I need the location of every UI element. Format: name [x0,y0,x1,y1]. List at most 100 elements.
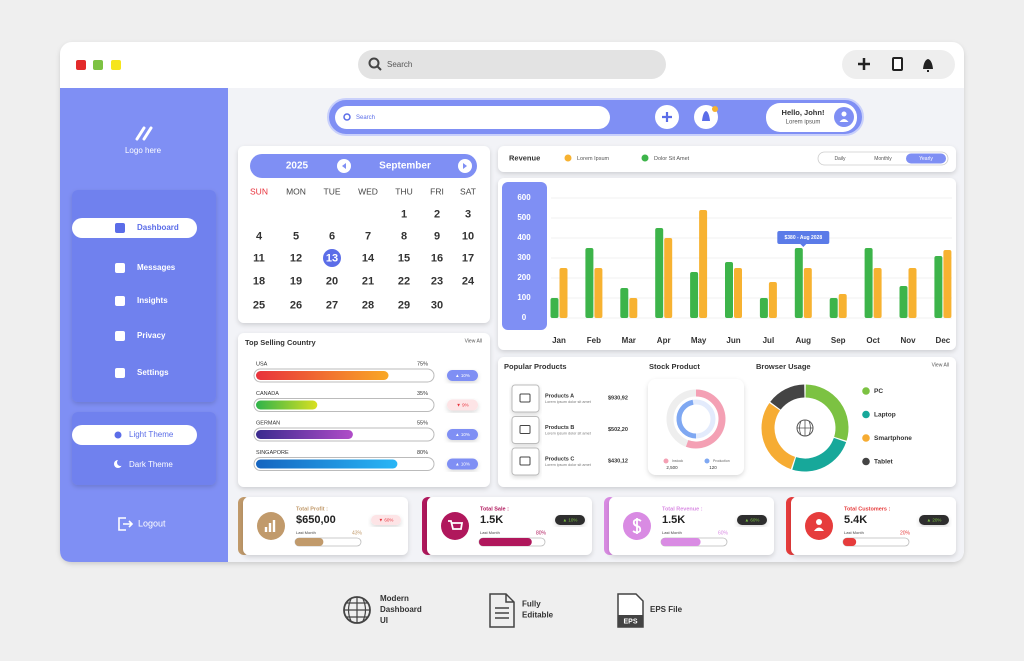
stat-card [427,497,592,555]
calendar-date[interactable]: 24 [462,275,475,287]
product-thumb[interactable] [511,447,540,476]
legend-dot [862,410,870,419]
calendar-date[interactable]: 7 [365,230,371,242]
calendar-date[interactable]: 22 [398,275,410,287]
change-badge [555,515,585,525]
bar [873,268,882,318]
product-thumb[interactable] [511,384,540,413]
calendar-date[interactable]: 11 [253,252,265,264]
bar [734,268,742,318]
calendar-date[interactable]: 18 [253,275,265,287]
menu-icon[interactable] [115,331,125,341]
calendar-date[interactable]: 6 [329,230,335,242]
legend-label: Smartphone [874,435,912,442]
x-tick-label: Mar [622,336,636,345]
profile-box[interactable] [766,103,857,132]
window-dot[interactable] [76,60,86,70]
logout-icon[interactable] [118,517,134,531]
window-dot[interactable] [93,60,103,70]
window-dot[interactable] [111,60,121,70]
search-bar[interactable] [358,50,666,79]
menu-active[interactable] [72,218,197,238]
calendar-date[interactable]: 12 [290,252,302,264]
legend-dot [564,154,572,162]
header-search[interactable] [335,106,610,129]
bar [620,288,629,318]
bar [829,298,838,318]
progress-bar [256,430,353,439]
theme-active[interactable] [72,425,197,445]
change-value: ▲ 10% [563,518,578,523]
menu-icon[interactable] [115,296,125,306]
logout[interactable]: Logout [138,518,166,528]
legend-label: PC [874,388,883,395]
stat-period: Last Month [662,530,682,535]
bell-icon[interactable] [923,59,933,72]
calendar-date[interactable]: 5 [293,230,299,242]
calendar-date[interactable]: 29 [398,299,410,311]
theme-item[interactable]: Dark Theme [129,460,173,469]
calendar-date[interactable]: 17 [462,252,474,264]
theme-item[interactable]: Light Theme [129,430,174,439]
product-name: Products B [545,425,574,431]
greeting: Hello, John! [782,108,825,117]
y-tick-label: 0 [522,313,527,322]
calendar-date[interactable]: 3 [465,208,471,220]
period-button[interactable] [863,153,903,164]
change-value: ▲ 10% [455,461,470,466]
calendar-date[interactable]: 13 [326,252,338,264]
plus-icon[interactable] [858,58,870,70]
product-thumb[interactable] [511,416,540,444]
menu-item[interactable]: Insights [137,296,168,305]
calendar-date[interactable]: 26 [290,299,302,311]
menu-item[interactable]: Messages [137,263,176,272]
calendar-date[interactable]: 8 [401,230,407,242]
theme-card [72,412,216,485]
menu-item[interactable]: Privacy [137,331,166,340]
product-desc: Lorem ipsum dolor sit amet [545,432,592,436]
calendar-date[interactable]: 21 [362,275,374,287]
notify-dot [712,106,718,112]
bar [725,262,733,318]
calendar-date[interactable]: 9 [434,230,440,242]
calendar-date[interactable]: 16 [431,252,443,264]
stat-percent: 20% [900,530,911,536]
progress-bar [661,538,701,546]
period-button[interactable] [906,153,946,164]
menu-icon[interactable] [115,223,125,233]
stat-period: Last Month [480,530,500,535]
calendar-date[interactable]: 19 [290,275,302,287]
progress-bar [295,538,324,546]
calendar-date[interactable]: 30 [431,299,443,311]
calendar-date[interactable]: 20 [326,275,338,287]
bar [943,250,952,318]
country-name: GERMAN [256,420,280,426]
menu-icon[interactable] [115,368,125,378]
calendar-date[interactable]: 14 [362,252,375,264]
period-label[interactable]: Yearly [919,156,933,162]
calendar-date[interactable]: 1 [401,208,407,220]
calendar-date[interactable]: 25 [253,299,265,311]
period-label[interactable]: Daily [834,156,846,162]
calendar-date[interactable]: 27 [326,299,338,311]
calendar-date[interactable]: 10 [462,230,474,242]
period-label[interactable]: Monthly [874,156,892,162]
bar [803,268,812,318]
calendar-date[interactable]: 15 [398,252,410,264]
copy-icon[interactable] [892,57,903,71]
calendar-date[interactable]: 28 [362,299,374,311]
calendar-date[interactable]: 23 [431,275,443,287]
x-tick-label: Jun [726,336,740,345]
menu-item[interactable]: Settings [137,368,169,377]
period-button[interactable] [820,153,860,164]
view-all[interactable]: View All [932,362,949,368]
menu-item[interactable]: Dashboard [137,223,179,232]
calendar-date[interactable]: 2 [434,208,440,220]
calendar-date[interactable]: 4 [256,230,263,242]
view-all[interactable]: View All [465,338,482,344]
bar [864,248,873,318]
menu-icon[interactable] [115,263,125,273]
legend-dot [862,387,870,395]
progress-bar [843,538,857,546]
progress-bar [256,459,398,469]
